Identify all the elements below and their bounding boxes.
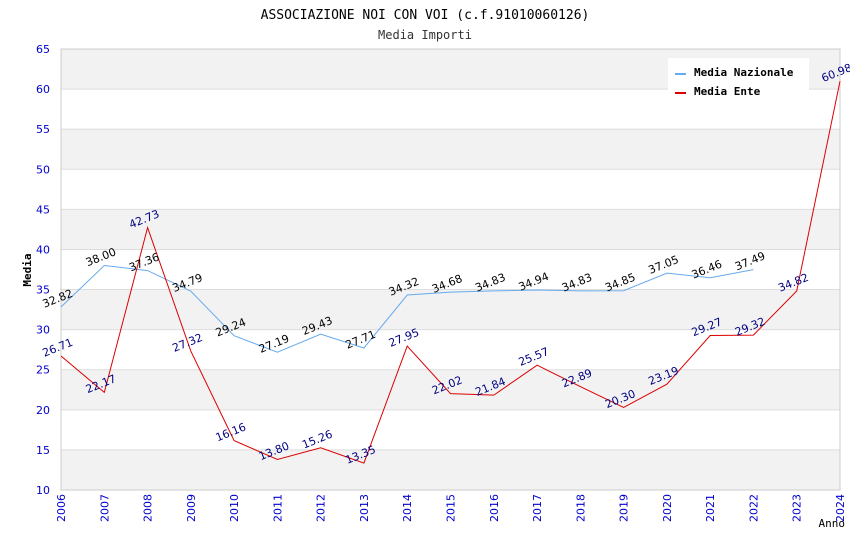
data-label: 37.36 bbox=[127, 250, 161, 274]
legend-box bbox=[668, 58, 809, 100]
legend: Media Nazionale Media Ente bbox=[668, 58, 809, 100]
legend-label: Media Ente bbox=[694, 85, 761, 98]
series-lines bbox=[60, 81, 841, 464]
x-tick-label: 2022 bbox=[747, 494, 760, 522]
y-tick-label: 50 bbox=[36, 163, 50, 176]
data-label: 27.71 bbox=[344, 328, 378, 352]
y-tick-label: 35 bbox=[36, 284, 50, 297]
x-tick-label: 2010 bbox=[228, 494, 241, 522]
x-tick-label: 2018 bbox=[574, 494, 587, 522]
y-tick-label: 30 bbox=[36, 324, 50, 337]
x-tick-label: 2011 bbox=[271, 494, 284, 522]
x-tick-label: 2012 bbox=[315, 494, 328, 522]
x-tick-label: 2016 bbox=[488, 494, 501, 522]
data-label: 26.71 bbox=[41, 336, 75, 360]
y-tick-label: 25 bbox=[36, 364, 50, 377]
series-line-1 bbox=[60, 264, 754, 353]
x-tick-label: 2019 bbox=[618, 494, 631, 522]
x-axis-ticks: 2006 2007 2008 2009 2010 2011 2012 2013 2014 2015… bbox=[55, 494, 847, 522]
x-tick-label: 2017 bbox=[531, 494, 544, 522]
data-label: 36.46 bbox=[690, 258, 724, 282]
data-label: 37.05 bbox=[647, 253, 681, 277]
series-line-2 bbox=[60, 81, 841, 464]
x-tick-label: 2009 bbox=[185, 494, 198, 522]
data-label: 15.26 bbox=[300, 428, 334, 452]
chart-subtitle: Media Importi bbox=[378, 28, 472, 42]
data-label: 27.32 bbox=[170, 331, 204, 355]
x-tick-label: 2023 bbox=[791, 494, 804, 522]
data-label: 25.57 bbox=[517, 345, 551, 369]
x-tick-label: 2014 bbox=[401, 494, 414, 522]
data-label: 27.19 bbox=[257, 332, 291, 356]
x-tick-label: 2020 bbox=[661, 494, 674, 522]
grid-band bbox=[61, 209, 840, 250]
grid-band bbox=[61, 289, 840, 330]
legend-label: Media Nazionale bbox=[694, 66, 794, 79]
y-tick-label: 55 bbox=[36, 123, 50, 136]
y-tick-label: 10 bbox=[36, 484, 50, 497]
grid-band bbox=[61, 369, 840, 410]
x-tick-label: 2015 bbox=[445, 494, 458, 522]
y-tick-label: 40 bbox=[36, 243, 50, 256]
y-tick-label: 20 bbox=[36, 404, 50, 417]
x-tick-label: 2006 bbox=[55, 494, 68, 522]
x-tick-label: 2007 bbox=[98, 494, 111, 522]
x-axis-label: Anno bbox=[819, 517, 846, 530]
x-tick-label: 2021 bbox=[704, 494, 717, 522]
y-axis-ticks: 10 15 20 25 30 35 40 45 50 55 60 65 bbox=[36, 43, 50, 497]
y-tick-label: 45 bbox=[36, 203, 50, 216]
y-tick-label: 65 bbox=[36, 43, 50, 56]
plot-area bbox=[60, 48, 841, 491]
x-tick-label: 2013 bbox=[358, 494, 371, 522]
data-label: 37.49 bbox=[733, 249, 767, 273]
grid-band bbox=[61, 129, 840, 170]
chart-title: ASSOCIAZIONE NOI CON VOI (c.f.9101006012… bbox=[261, 8, 590, 23]
y-axis-label: Media bbox=[21, 253, 34, 286]
grid-band bbox=[61, 449, 840, 490]
x-tick-label: 2024 bbox=[834, 494, 847, 522]
y-tick-label: 15 bbox=[36, 444, 50, 457]
x-tick-label: 2008 bbox=[142, 494, 155, 522]
y-tick-label: 60 bbox=[36, 83, 50, 96]
data-label: 16.16 bbox=[214, 420, 248, 444]
